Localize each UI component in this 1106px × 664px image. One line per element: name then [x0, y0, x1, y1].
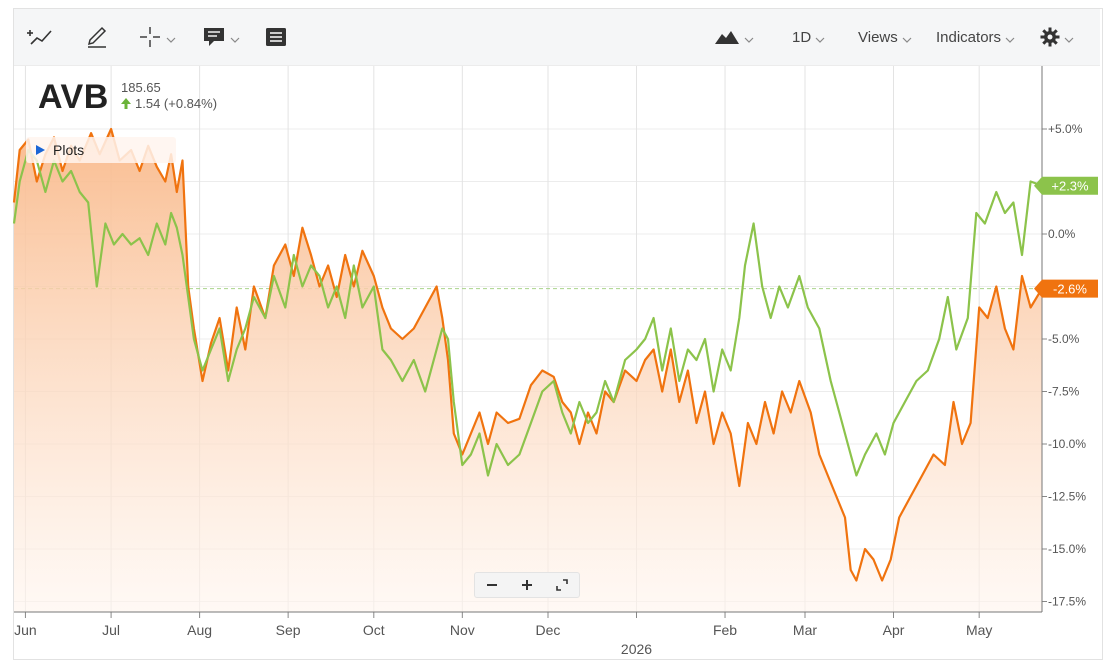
plus-icon — [521, 580, 532, 590]
views-label: Views — [858, 28, 898, 46]
y-tick-label: -5.0% — [1048, 332, 1080, 346]
views-dropdown[interactable]: Views — [858, 9, 912, 65]
last-value-label: +2.3% — [1051, 179, 1089, 194]
arrow-up-icon — [121, 98, 131, 109]
x-tick-label: Jun — [14, 622, 37, 638]
add-drawing-icon — [27, 30, 52, 45]
chart-toolbar: 1D Views Indicators — [14, 9, 1100, 66]
annotation-icon — [204, 28, 224, 46]
x-tick-label: Nov — [450, 622, 475, 638]
price-change-value: 1.54 (+0.84%) — [135, 96, 218, 111]
chevron-down-icon — [1005, 37, 1015, 43]
chart-type-button[interactable] — [714, 9, 754, 65]
x-tick-label: Jul — [102, 622, 120, 638]
fullscreen-button[interactable] — [547, 573, 577, 597]
series-area — [14, 129, 1042, 612]
last-value-tag-compare: +2.3% — [1034, 176, 1098, 195]
last-value-tag-primary: -2.6% — [1034, 279, 1098, 298]
x-tick-label: Apr — [883, 622, 905, 638]
last-value-label: -2.6% — [1053, 282, 1087, 297]
x-tick-label: Mar — [793, 622, 817, 638]
series-line-primary — [12, 127, 1043, 582]
x-tick-label: Oct — [363, 622, 385, 638]
chevron-down-icon — [744, 37, 754, 43]
pencil-icon — [87, 26, 107, 48]
chevron-down-icon — [815, 37, 825, 43]
x-tick-label: Feb — [713, 622, 737, 638]
x-tick-label: Sep — [276, 622, 301, 638]
y-tick-label: -10.0% — [1048, 437, 1086, 451]
list-button[interactable] — [265, 9, 287, 65]
chevron-down-icon — [230, 37, 240, 43]
chevron-down-icon — [1064, 37, 1074, 43]
y-tick-label: +5.0% — [1048, 122, 1083, 136]
zoom-out-button[interactable] — [477, 573, 507, 597]
mountain-chart-icon — [715, 31, 739, 44]
y-tick-label: -7.5% — [1048, 385, 1080, 399]
crosshair-button[interactable] — [138, 9, 176, 65]
settings-button[interactable] — [1040, 9, 1074, 65]
timeframe-dropdown[interactable]: 1D — [792, 9, 825, 65]
zoom-in-button[interactable] — [512, 573, 542, 597]
draw-button[interactable] — [84, 9, 110, 65]
y-tick-label: 0.0% — [1048, 227, 1076, 241]
indicators-dropdown[interactable]: Indicators — [936, 9, 1015, 65]
plots-toggle[interactable]: Plots — [26, 137, 176, 163]
last-value-tag-bg — [1034, 279, 1098, 298]
ticker-symbol: AVB — [38, 78, 109, 116]
series-line-compare — [12, 148, 1043, 477]
chevron-down-icon — [166, 37, 176, 43]
play-triangle-icon — [36, 145, 45, 155]
x-tick-label: 2026 — [621, 641, 652, 657]
expand-icon — [555, 579, 568, 591]
list-icon — [266, 28, 286, 46]
x-tick-label: May — [966, 622, 992, 638]
y-tick-label: -17.5% — [1048, 595, 1086, 609]
gear-icon — [1040, 27, 1060, 47]
last-value-tag-bg — [1034, 176, 1098, 195]
y-tick-label: -12.5% — [1048, 490, 1086, 504]
crosshair-icon — [140, 27, 160, 47]
x-tick-label: Aug — [187, 622, 212, 638]
zoom-controls — [474, 572, 580, 598]
x-tick-label: Dec — [536, 622, 561, 638]
plots-label: Plots — [53, 142, 85, 158]
annotation-button[interactable] — [202, 9, 240, 65]
timeframe-label: 1D — [792, 28, 812, 46]
add-drawing-button[interactable] — [24, 9, 56, 65]
y-tick-label: -15.0% — [1048, 542, 1086, 556]
last-price: 185.65 — [121, 80, 161, 95]
price-change: 1.54 (+0.84%) — [121, 96, 217, 111]
chevron-down-icon — [902, 37, 912, 43]
minus-icon — [487, 584, 498, 586]
indicators-label: Indicators — [936, 28, 1002, 46]
